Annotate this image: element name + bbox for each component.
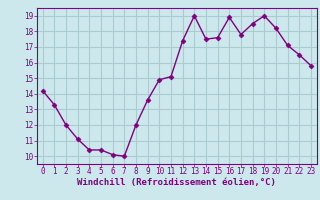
X-axis label: Windchill (Refroidissement éolien,°C): Windchill (Refroidissement éolien,°C) [77, 178, 276, 187]
